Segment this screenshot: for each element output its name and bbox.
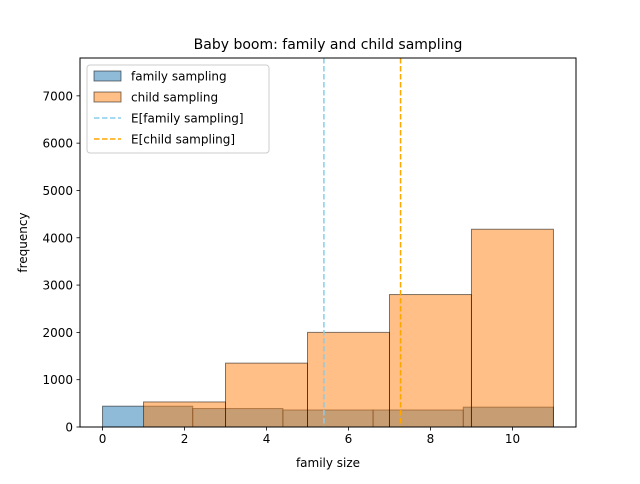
y-axis-label: frequency (16, 212, 30, 272)
family-sampling-legend-swatch (93, 70, 122, 82)
y-axis-ticks: 0 1000 2000 3000 4000 5000 6000 7000 (42, 89, 80, 435)
y-tick-label: 4000 (42, 231, 73, 245)
y-tick-label: 6000 (42, 137, 73, 151)
y-tick-label: 7000 (42, 89, 73, 103)
y-tick-label: 0 (65, 421, 73, 435)
legend-label: E[family sampling] (131, 112, 244, 126)
x-tick-label: 0 (99, 432, 107, 446)
x-tick-label: 4 (263, 432, 271, 446)
bars-layer (102, 228, 554, 428)
legend: family sampling child sampling E[family sa… (86, 64, 270, 154)
legend-label: E[child sampling] (131, 133, 235, 147)
legend-label: family sampling (131, 70, 227, 84)
child-sampling-bar-2 (225, 362, 309, 428)
x-tick-label: 2 (181, 432, 189, 446)
x-axis-label: family size (296, 456, 360, 470)
child-sampling-legend-swatch (93, 91, 122, 103)
y-tick-label: 2000 (42, 326, 73, 340)
child-sampling-bar-1 (143, 401, 227, 428)
child-sampling-bar-5 (470, 228, 554, 428)
y-tick-label: 5000 (42, 184, 73, 198)
plot-frame (79, 57, 577, 428)
x-tick-label: 8 (427, 432, 435, 446)
chart-title: Baby boom: family and child sampling (194, 37, 463, 53)
x-axis-ticks: 0 2 4 6 8 10 (99, 427, 520, 446)
child-sampling-bar-3 (307, 331, 390, 428)
x-tick-label: 6 (345, 432, 353, 446)
x-tick-label: 10 (505, 432, 520, 446)
legend-box (86, 64, 270, 154)
y-tick-label: 1000 (42, 373, 73, 387)
child-sampling-bar-4 (388, 294, 472, 428)
mean-lines-layer (323, 58, 402, 427)
y-tick-label: 3000 (42, 279, 73, 293)
legend-label: child sampling (131, 91, 218, 105)
